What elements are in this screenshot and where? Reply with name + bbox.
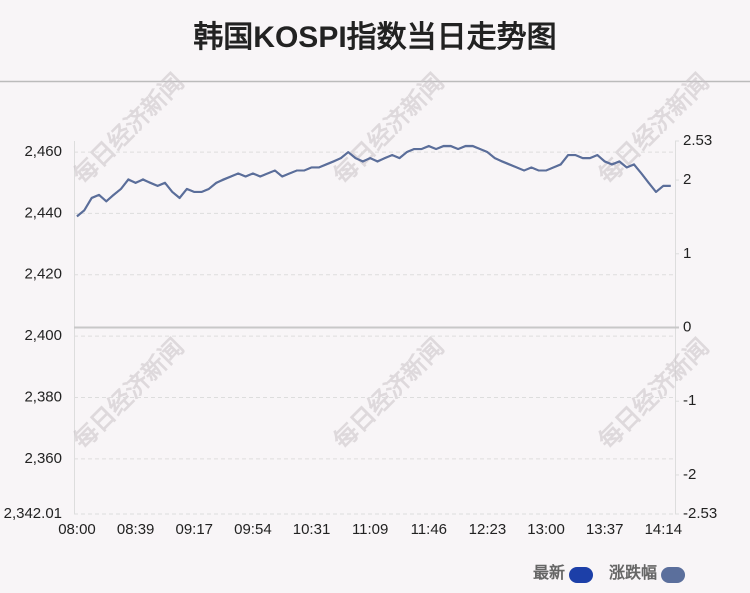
watermark: 每日经济新闻: [68, 333, 190, 455]
x-tick-label: 11:09: [352, 521, 388, 538]
x-tick-label: 09:17: [175, 521, 213, 538]
y2-tick-label: 1: [683, 245, 691, 262]
y2-tick-label: 2.53: [683, 132, 712, 149]
chart-title: 韩国KOSPI指数当日走势图: [193, 21, 556, 54]
y-tick-label: 2,380: [24, 388, 62, 405]
watermark: 每日经济新闻: [328, 68, 450, 190]
y2-tick-label: -2.53: [683, 505, 717, 522]
y2-tick-label: 0: [683, 318, 691, 335]
watermark: 每日经济新闻: [68, 68, 190, 190]
x-tick-label: 11:46: [411, 521, 447, 538]
y2-tick-label: -1: [683, 392, 696, 409]
x-tick-label: 10:31: [293, 521, 331, 538]
x-tick-label: 14:14: [645, 521, 683, 538]
y-tick-label: 2,400: [24, 327, 62, 344]
legend-swatch: [661, 567, 686, 583]
x-tick-label: 08:00: [58, 521, 96, 538]
legend-swatch: [569, 567, 594, 583]
y2-tick-label: -2: [683, 466, 696, 483]
y-tick-label: 2,460: [24, 143, 62, 160]
legend-label: 最新: [533, 563, 565, 582]
x-tick-label: 09:54: [234, 521, 272, 538]
y-tick-label: 2,360: [24, 450, 62, 467]
x-tick-label: 13:37: [586, 521, 624, 538]
y-tick-label: 2,420: [24, 266, 62, 283]
watermark: 每日经济新闻: [593, 68, 715, 190]
x-tick-label: 08:39: [117, 521, 155, 538]
y-tick-label: 2,440: [24, 204, 62, 221]
watermark: 每日经济新闻: [328, 333, 450, 455]
x-tick-label: 12:23: [469, 521, 507, 538]
x-tick-label: 13:00: [527, 521, 565, 538]
price-line: [76, 145, 671, 217]
y2-tick-label: 2: [683, 171, 691, 188]
legend-label: 涨跌幅: [609, 563, 657, 582]
watermark: 每日经济新闻: [593, 333, 715, 455]
y-tick-label: 2,342.01: [4, 505, 62, 522]
